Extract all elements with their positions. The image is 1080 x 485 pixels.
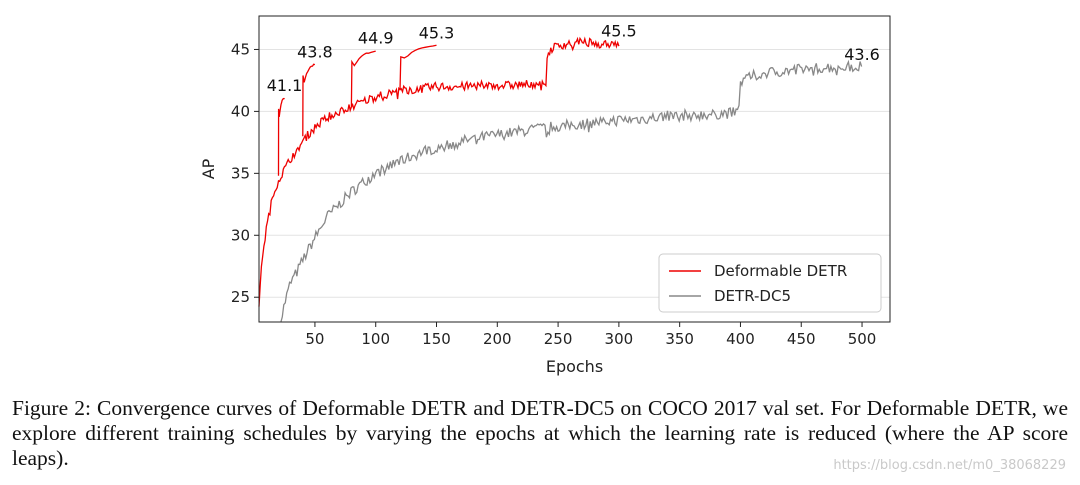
- peak-label-2: 43.8: [297, 42, 333, 61]
- figure-caption: Figure 2: Convergence curves of Deformab…: [12, 396, 1068, 470]
- convergence-chart: 41.1 43.8 44.9 45.3 45.5 43.6 50 100 150 200 250 3…: [199, 15, 891, 376]
- x-tick-label-450: 450: [787, 330, 816, 348]
- schedule-branch-2: [302, 63, 316, 137]
- legend-label-2: DETR-DC5: [714, 287, 791, 305]
- x-tick-label-100: 100: [361, 330, 390, 348]
- x-tick-label-350: 350: [665, 330, 694, 348]
- peak-label-4: 45.3: [419, 24, 455, 43]
- legend: Deformable DETR DETR-DC5: [658, 253, 882, 313]
- series-line-detr-dc5: [280, 59, 863, 323]
- schedule-branch-4: [399, 44, 437, 91]
- legend-label-1: Deformable DETR: [714, 262, 847, 280]
- peak-annotations: 41.1 43.8 44.9 45.3 45.5 43.6: [267, 21, 880, 95]
- peak-label-6: 43.6: [844, 45, 880, 64]
- y-tick-label-40: 40: [231, 102, 250, 120]
- legend-box: [658, 253, 882, 313]
- peak-label-1: 41.1: [267, 76, 303, 95]
- peak-label-5: 45.5: [601, 21, 637, 40]
- axes: 50 100 150 200 250 300 350 400 450 500 25 30 35 40 45 E…: [199, 15, 891, 376]
- plot-frame: [258, 15, 891, 323]
- x-tick-label-500: 500: [848, 330, 877, 348]
- x-tick-label-400: 400: [726, 330, 755, 348]
- x-tick-label-150: 150: [422, 330, 451, 348]
- y-tick-label-35: 35: [231, 164, 250, 182]
- x-tick-label-200: 200: [483, 330, 512, 348]
- peak-label-3: 44.9: [358, 29, 394, 48]
- y-tick-label-30: 30: [231, 226, 250, 244]
- y-tick-label-45: 45: [231, 40, 250, 58]
- x-axis-title: Epochs: [546, 357, 603, 376]
- watermark-url: https://blog.csdn.net/m0_38068229: [833, 458, 1066, 473]
- y-axis-title: AP: [199, 158, 218, 179]
- schedule-branch-3: [350, 50, 376, 107]
- series-lines: [258, 36, 863, 323]
- series-line-deformable-detr: [258, 36, 620, 307]
- x-tick-label-50: 50: [305, 330, 324, 348]
- x-tick-label-300: 300: [605, 330, 634, 348]
- x-tick-label-250: 250: [544, 330, 573, 348]
- schedule-branch-1: [277, 97, 285, 176]
- y-tick-label-25: 25: [231, 288, 250, 306]
